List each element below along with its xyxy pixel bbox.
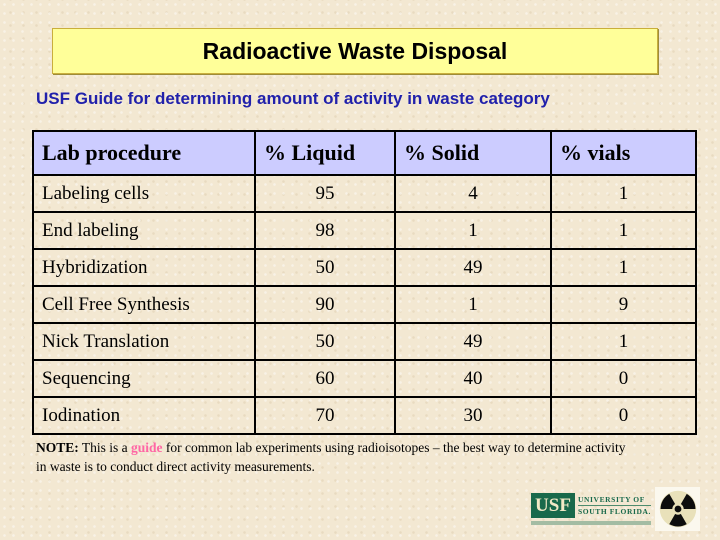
table-row: Labeling cells 95 4 1: [32, 174, 697, 213]
note-highlight: guide: [131, 440, 163, 455]
cell-vials: 1: [550, 211, 697, 250]
table-row: Iodination 70 30 0: [32, 396, 697, 435]
slide-subtitle: USF Guide for determining amount of acti…: [36, 89, 550, 108]
note-text: NOTE: This is a guide for common lab exp…: [36, 438, 632, 476]
cell-liquid: 90: [254, 285, 396, 324]
usf-wordmark: UNIVERSITY OF SOUTH FLORIDA.: [578, 493, 651, 518]
cell-solid: 1: [394, 211, 552, 250]
footer-logo: USF UNIVERSITY OF SOUTH FLORIDA.: [531, 487, 700, 535]
table-row: Cell Free Synthesis 90 1 9: [32, 285, 697, 324]
title-banner: Radioactive Waste Disposal: [52, 28, 658, 74]
cell-liquid: 50: [254, 322, 396, 361]
column-header-lab-procedure: Lab procedure: [32, 130, 256, 176]
usf-name-line1: UNIVERSITY OF: [578, 495, 651, 506]
note-label: NOTE:: [36, 440, 79, 455]
cell-procedure: Labeling cells: [32, 174, 256, 213]
cell-procedure: Hybridization: [32, 248, 256, 287]
cell-liquid: 95: [254, 174, 396, 213]
column-header-liquid: % Liquid: [254, 130, 396, 176]
cell-vials: 9: [550, 285, 697, 324]
cell-solid: 1: [394, 285, 552, 324]
table-header-row: Lab procedure % Liquid % Solid % vials: [32, 130, 697, 176]
table-row: End labeling 98 1 1: [32, 211, 697, 250]
cell-solid: 40: [394, 359, 552, 398]
cell-procedure: Sequencing: [32, 359, 256, 398]
usf-acronym-badge: USF: [531, 493, 575, 518]
radiation-trefoil-icon: [655, 487, 700, 531]
column-header-vials: % vials: [550, 130, 697, 176]
note-body-after: for common lab experiments using radiois…: [36, 440, 626, 474]
cell-solid: 30: [394, 396, 552, 435]
cell-procedure: Cell Free Synthesis: [32, 285, 256, 324]
table-row: Hybridization 50 49 1: [32, 248, 697, 287]
usf-name-line2: SOUTH FLORIDA.: [578, 507, 651, 516]
usf-logo: USF UNIVERSITY OF SOUTH FLORIDA.: [531, 493, 651, 525]
waste-category-table: Lab procedure % Liquid % Solid % vials L…: [32, 130, 697, 435]
cell-vials: 0: [550, 396, 697, 435]
cell-procedure: Iodination: [32, 396, 256, 435]
cell-vials: 1: [550, 322, 697, 361]
cell-solid: 49: [394, 248, 552, 287]
cell-solid: 4: [394, 174, 552, 213]
cell-liquid: 98: [254, 211, 396, 250]
cell-vials: 0: [550, 359, 697, 398]
cell-procedure: End labeling: [32, 211, 256, 250]
usf-logo-underline-bar: [531, 521, 651, 525]
column-header-solid: % Solid: [394, 130, 552, 176]
cell-liquid: 70: [254, 396, 396, 435]
cell-procedure: Nick Translation: [32, 322, 256, 361]
cell-vials: 1: [550, 174, 697, 213]
cell-solid: 49: [394, 322, 552, 361]
table-row: Nick Translation 50 49 1: [32, 322, 697, 361]
cell-liquid: 50: [254, 248, 396, 287]
cell-vials: 1: [550, 248, 697, 287]
page-title: Radioactive Waste Disposal: [202, 37, 508, 64]
note-body-before: This is a: [78, 440, 132, 455]
table-row: Sequencing 60 40 0: [32, 359, 697, 398]
cell-liquid: 60: [254, 359, 396, 398]
